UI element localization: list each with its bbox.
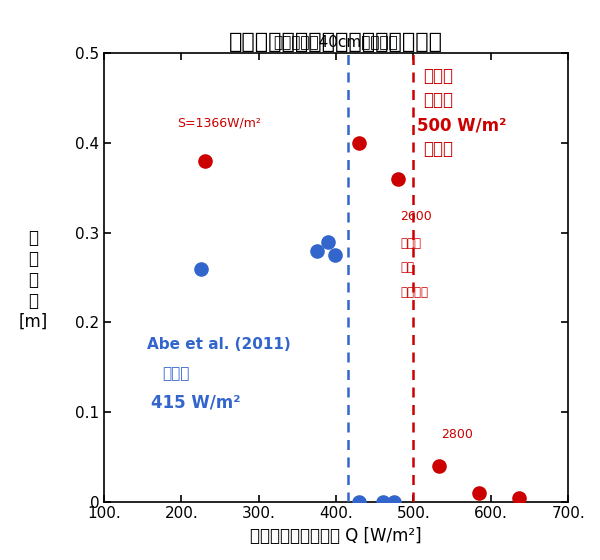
Point [389,497,399,506]
Point [312,246,322,255]
Point [200,156,209,165]
X-axis label: 全球平均日射吸収量 Q [W/m²]: 全球平均日射吸収量 Q [W/m²] [250,527,422,545]
Text: でない）: でない） [400,286,428,298]
Point [355,497,364,506]
Text: （まだ: （まだ [400,237,421,250]
Text: 土
壌
水
分
[m]: 土 壌 水 分 [m] [19,230,47,330]
Point [355,138,364,147]
Text: 上限値: 上限値 [423,91,453,109]
Text: 平衡: 平衡 [400,262,415,274]
Point [378,497,388,506]
Text: S=1366W/m²: S=1366W/m² [178,116,262,129]
Point [475,488,484,497]
Text: 本研究: 本研究 [423,67,453,85]
Text: （初期水量40cmの場合）: （初期水量40cmの場合） [274,34,398,49]
Text: Abe et al. (2011): Abe et al. (2011) [146,337,290,352]
Text: 上限値: 上限値 [162,366,190,381]
Point [515,493,524,502]
Text: 2800: 2800 [441,428,473,441]
Point [434,461,444,470]
Text: 2600: 2600 [400,210,432,223]
Point [196,264,206,273]
Point [323,237,333,246]
Text: 415 W/m²: 415 W/m² [151,394,240,412]
Point [393,174,403,183]
Text: 以上？: 以上？ [423,140,453,158]
Text: 500 W/m²: 500 W/m² [418,116,506,134]
Title: 全球日射吸収量と土壌水分量の関係: 全球日射吸収量と土壌水分量の関係 [229,32,443,52]
Point [330,250,340,259]
